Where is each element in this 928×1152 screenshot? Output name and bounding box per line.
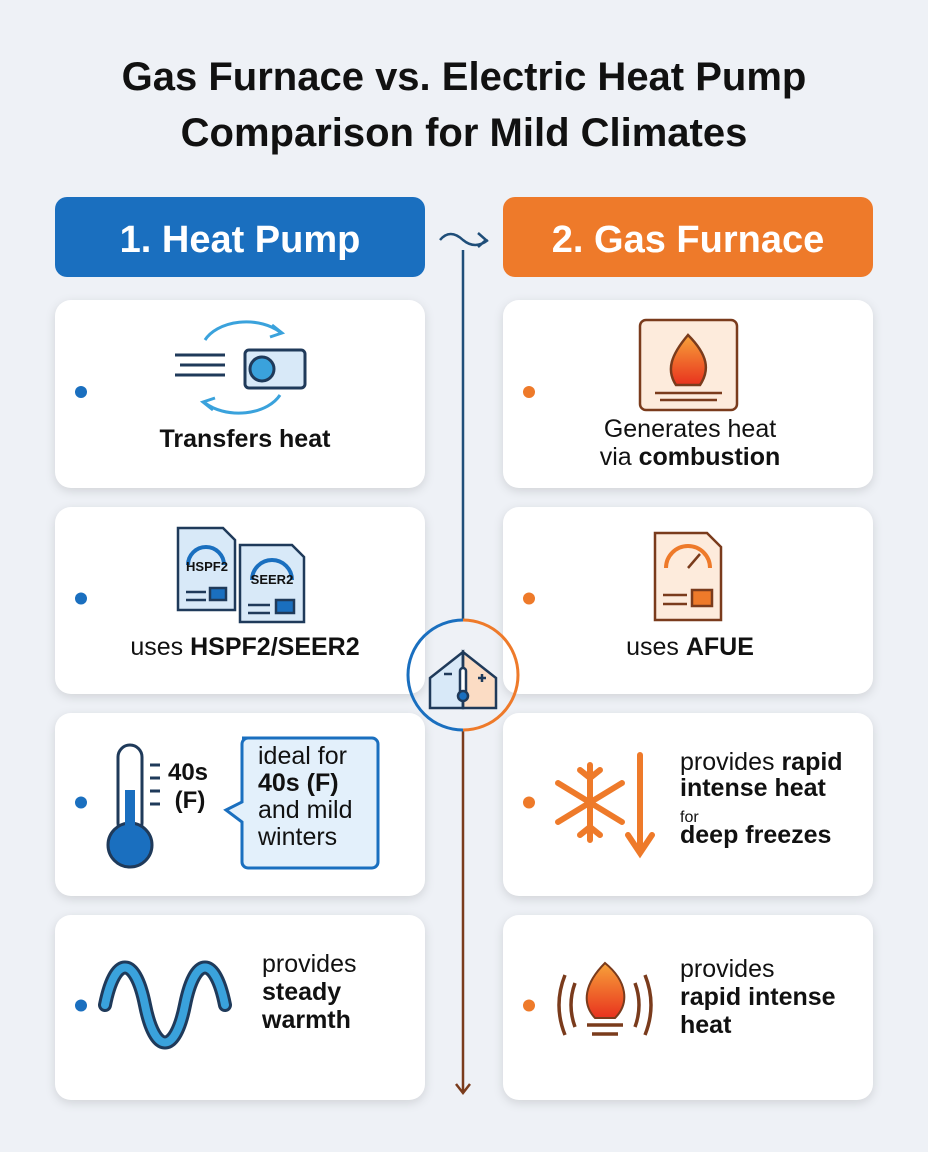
afue-icon bbox=[653, 531, 723, 622]
text-run: rapid bbox=[781, 748, 842, 776]
title-line: Gas Furnace vs. Electric Heat Pump bbox=[122, 55, 807, 99]
bullet bbox=[75, 592, 87, 605]
column-header bbox=[55, 197, 425, 277]
text-run: Transfers heat bbox=[160, 425, 332, 453]
card-text: via combustion bbox=[600, 443, 781, 471]
bullet bbox=[523, 386, 535, 398]
bullet bbox=[523, 999, 535, 1012]
icon-label: HSPF2 bbox=[186, 559, 228, 574]
card-text: warmth bbox=[261, 1006, 351, 1034]
card-text: deep freezes bbox=[680, 821, 831, 849]
card-text: and mild bbox=[258, 796, 353, 824]
icon-label: 40s bbox=[168, 759, 208, 786]
column-header bbox=[503, 197, 873, 277]
text-run: rapid intense bbox=[680, 983, 836, 1011]
timeline bbox=[406, 232, 520, 1096]
text-run: warmth bbox=[261, 1006, 351, 1034]
thermometer-icon bbox=[106, 736, 380, 870]
bullet bbox=[75, 999, 87, 1012]
card-text: for bbox=[680, 809, 699, 826]
text-run: and mild bbox=[258, 796, 353, 824]
text-run: via bbox=[600, 443, 639, 471]
text-run: provides bbox=[262, 950, 357, 978]
callout bbox=[223, 736, 380, 870]
card-text: provides bbox=[262, 950, 357, 978]
card-text: steady bbox=[262, 978, 341, 1006]
card-text: provides bbox=[680, 955, 775, 983]
bullet bbox=[75, 386, 87, 398]
text-run: for bbox=[680, 809, 699, 826]
texts: 1. Heat Pump Transfers heat uses HSPF2/SEE… bbox=[120, 219, 843, 1039]
text-run: uses bbox=[626, 633, 686, 661]
card-text: winters bbox=[257, 823, 337, 851]
card-text: uses AFUE bbox=[626, 633, 754, 661]
title-line: Comparison for Mild Climates bbox=[181, 111, 748, 155]
card-text: heat bbox=[680, 1011, 732, 1039]
card-text: 40s (F) bbox=[258, 769, 339, 797]
rating-icons bbox=[176, 526, 306, 624]
card bbox=[503, 713, 873, 896]
text-run: steady bbox=[262, 978, 341, 1006]
text-run: combustion bbox=[639, 443, 781, 471]
combustion-icon bbox=[638, 318, 739, 412]
text-run: deep freezes bbox=[680, 821, 831, 849]
icon-label: SEER2 bbox=[251, 572, 294, 587]
text-run: provides bbox=[680, 955, 775, 983]
card-text: Transfers heat bbox=[160, 425, 332, 453]
text-run: provides bbox=[680, 748, 781, 776]
freeze-icon bbox=[555, 752, 655, 859]
text-run: winters bbox=[257, 823, 337, 851]
icon-label: (F) bbox=[175, 787, 206, 814]
card-text: provides rapid bbox=[680, 748, 843, 776]
text-run: ideal for bbox=[258, 742, 347, 770]
text-run: intense heat bbox=[680, 774, 827, 802]
card bbox=[503, 915, 873, 1100]
column-header-text: 1. Heat Pump bbox=[120, 219, 361, 261]
card bbox=[55, 915, 425, 1100]
text-run: AFUE bbox=[686, 633, 754, 661]
heat-transfer-icon bbox=[175, 320, 307, 415]
card-text: intense heat bbox=[680, 774, 827, 802]
card-text: rapid intense bbox=[680, 983, 836, 1011]
bullet bbox=[523, 796, 535, 809]
card bbox=[55, 300, 425, 488]
text-run: Generates heat bbox=[604, 415, 776, 443]
card-text: uses HSPF2/SEER2 bbox=[130, 633, 359, 661]
text-run: uses bbox=[130, 633, 190, 661]
wave-icon bbox=[98, 960, 232, 1050]
text-run: heat bbox=[680, 1011, 732, 1039]
text-run: HSPF2/SEER2 bbox=[190, 633, 360, 661]
bullet bbox=[523, 592, 535, 605]
card-text: Generates heat bbox=[604, 415, 776, 443]
house-icon bbox=[428, 649, 498, 710]
bullet bbox=[75, 796, 87, 809]
intense-heat-icon bbox=[557, 961, 653, 1036]
card-text: ideal for bbox=[258, 742, 347, 770]
column-header-text: 2. Gas Furnace bbox=[552, 219, 824, 261]
text-run: 40s (F) bbox=[258, 769, 339, 797]
